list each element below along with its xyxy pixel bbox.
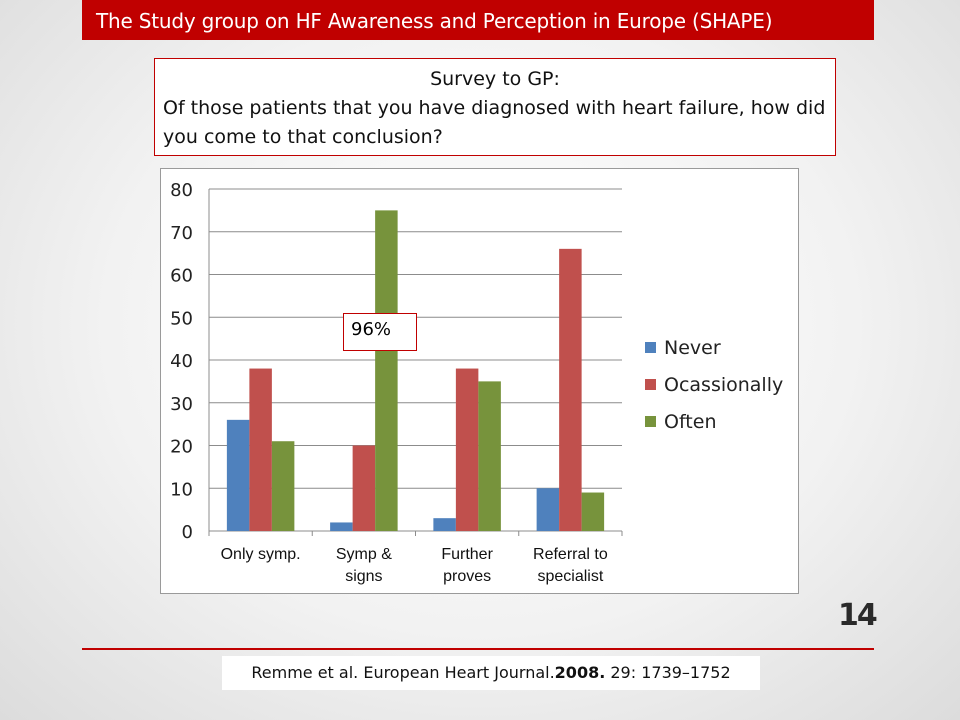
legend-item: Never	[645, 329, 783, 366]
bar-ocassionally	[559, 248, 582, 531]
y-tick-label: 50	[170, 308, 193, 329]
slide-header: The Study group on HF Awareness and Perc…	[82, 0, 874, 40]
legend-swatch	[645, 379, 656, 390]
citation-prefix: Remme et al. European Heart Journal.	[251, 663, 555, 682]
annotation-callout: 96%	[343, 313, 417, 351]
legend-item: Ocassionally	[645, 366, 783, 403]
question-title: Survey to GP:	[430, 68, 560, 90]
bar-never	[330, 522, 353, 531]
citation-suffix: 29: 1739–1752	[605, 663, 731, 682]
bar-never	[433, 518, 456, 531]
legend-label: Never	[664, 336, 721, 359]
citation: Remme et al. European Heart Journal.2008…	[222, 656, 760, 690]
question-text: Of those patients that you have diagnose…	[163, 97, 826, 148]
bar-often	[271, 441, 295, 531]
x-tick-label: Symp & signs	[336, 546, 392, 585]
legend-swatch	[645, 342, 656, 353]
citation-year: 2008.	[554, 663, 606, 682]
bar-chart: 0 10 20 30 40 50 60 70 80 Only symp. Symp & signs Fu…	[160, 168, 799, 594]
legend-label: Often	[664, 410, 717, 433]
y-tick-label: 30	[170, 394, 193, 415]
y-tick-label: 20	[170, 437, 193, 458]
y-tick-label: 10	[170, 479, 193, 500]
x-tick-label: Referral to specialist	[533, 546, 608, 585]
y-tick-label: 40	[170, 351, 193, 372]
bar-often	[375, 210, 398, 531]
y-tick-label: 70	[170, 223, 193, 244]
y-tick-label: 60	[170, 266, 193, 287]
header-title: The Study group on HF Awareness and Perc…	[96, 9, 773, 33]
legend-label: Ocassionally	[664, 373, 784, 396]
slide-number: 14	[838, 598, 878, 633]
y-tick-label: 80	[170, 180, 193, 201]
legend-swatch	[645, 416, 656, 427]
bar-often	[581, 492, 605, 531]
footer-divider	[82, 648, 874, 650]
y-tick-label: 0	[182, 522, 193, 543]
bar-ocassionally	[249, 368, 272, 531]
bar-ocassionally	[455, 368, 479, 531]
x-tick-label: Further proves	[441, 546, 493, 585]
legend-item: Often	[645, 403, 783, 440]
question-box: Survey to GP: Of those patients that you…	[154, 58, 836, 156]
bar-ocassionally	[352, 445, 376, 531]
chart-legend: Never Ocassionally Often	[645, 329, 783, 440]
annotation-text: 96%	[351, 319, 392, 340]
bar-never	[226, 419, 250, 531]
bar-often	[478, 381, 501, 531]
x-tick-label: Only symp.	[221, 546, 301, 563]
bar-never	[536, 488, 560, 531]
